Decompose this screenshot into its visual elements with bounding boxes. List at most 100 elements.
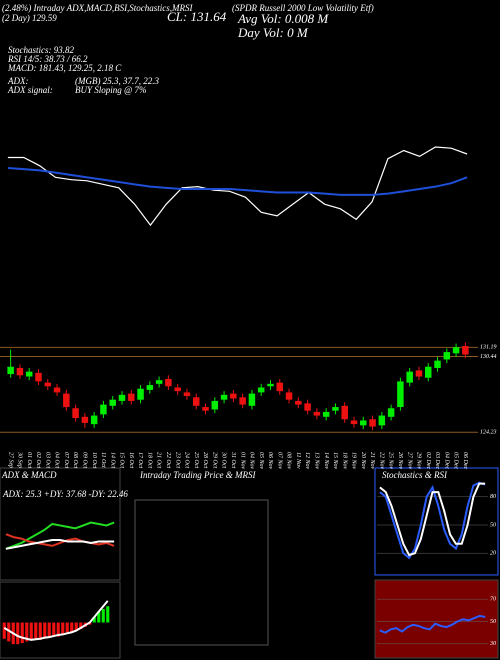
candle-body xyxy=(276,382,284,392)
x-tick-label: 04 Dec xyxy=(443,452,450,469)
x-tick-label: 15 Oct xyxy=(119,452,125,468)
x-tick-label: 14 Nov xyxy=(323,452,330,470)
x-tick-label: 25 Nov xyxy=(388,452,394,470)
x-tick-label: 18 Oct xyxy=(146,452,152,468)
x-tick-label: 29 Oct xyxy=(211,452,217,468)
candle-body xyxy=(174,387,181,392)
adx-signal-label: ADX signal: xyxy=(7,85,53,95)
candle-body xyxy=(35,372,42,382)
adx-signal: BUY Sloping @ 7% xyxy=(75,85,147,95)
series-line xyxy=(3,600,109,641)
x-tick-label: 09 Oct xyxy=(82,452,88,468)
rsi-text: RSI 14/5: 38.73 / 66.2 xyxy=(7,54,88,64)
candle-body xyxy=(146,385,154,390)
y-tick-label: 80 xyxy=(490,494,496,500)
bar xyxy=(97,611,101,623)
candle-body xyxy=(452,347,460,354)
bar xyxy=(38,622,42,640)
x-tick-label: 10 Oct xyxy=(91,452,97,468)
candle-body xyxy=(53,387,61,393)
candle-body xyxy=(100,404,107,415)
candle-body xyxy=(7,366,14,375)
candle-body xyxy=(304,403,311,411)
candle-body xyxy=(415,370,423,377)
annotation: ADX: 25.3 +DY: 37.68 -DY: 22.46 xyxy=(2,489,128,499)
macd-panel xyxy=(0,581,121,659)
candle-body xyxy=(192,397,200,406)
x-tick-label: 16 Oct xyxy=(128,452,134,468)
candle-body xyxy=(257,387,265,393)
adx-label: ADX: xyxy=(7,76,29,86)
x-tick-label: 13 Nov xyxy=(314,452,320,470)
candle-body xyxy=(443,352,451,360)
candle-body xyxy=(128,393,135,401)
y-tick-label: 70 xyxy=(490,597,496,603)
candle-body xyxy=(202,407,209,411)
candle-body xyxy=(165,378,172,387)
x-tick-label: 18 Nov xyxy=(341,452,347,470)
candle-body xyxy=(72,408,79,419)
avg-vol: Avg Vol: 0.008 M xyxy=(237,11,329,26)
series-line xyxy=(7,167,468,196)
adx-values: (MGB) 25.3, 37.7, 22.3 xyxy=(75,76,159,86)
close: CL: 131.64 xyxy=(167,9,227,24)
x-tick-label: 27 Sep xyxy=(7,452,13,468)
y-tick-label: 131.19 xyxy=(480,345,497,351)
candle-body xyxy=(322,411,330,417)
bar xyxy=(34,622,38,639)
y-tick-label: 50 xyxy=(490,522,496,528)
x-tick-label: 01 Nov xyxy=(239,452,245,470)
bar xyxy=(61,622,65,635)
bar xyxy=(92,617,96,623)
series-line xyxy=(379,614,486,634)
x-tick-label: 22 Nov xyxy=(378,452,384,470)
x-tick-label: 06 Nov xyxy=(267,452,273,470)
bar xyxy=(29,622,33,641)
bar xyxy=(70,622,74,633)
x-tick-label: 11 Oct xyxy=(100,452,106,468)
candle-body xyxy=(434,360,441,368)
x-tick-label: 02 Dec xyxy=(425,452,431,469)
candle-body xyxy=(406,371,413,383)
panel-title: ADX & MACD xyxy=(1,470,57,480)
bar xyxy=(79,622,83,629)
bar xyxy=(25,622,29,642)
x-tick-label: 31 Oct xyxy=(230,451,236,468)
candle-body xyxy=(462,345,469,355)
candle-body xyxy=(211,400,219,410)
bar xyxy=(52,622,56,637)
candle-body xyxy=(332,407,339,411)
bar xyxy=(47,622,51,638)
candle-body xyxy=(424,366,432,378)
x-tick-label: 28 Oct xyxy=(202,452,208,468)
x-tick-label: 21 Oct xyxy=(156,452,162,468)
series-line xyxy=(5,533,115,547)
y-tick-label: 130.44 xyxy=(480,353,497,360)
candle-body xyxy=(44,382,52,387)
x-tick-label: 02 Oct xyxy=(35,452,41,468)
candle-body xyxy=(387,408,395,417)
x-tick-label: 27 Nov xyxy=(406,452,412,470)
bar xyxy=(106,606,110,623)
x-tick-label: 15 Nov xyxy=(332,452,338,470)
x-tick-label: 05 Dec xyxy=(453,452,459,469)
candle-body xyxy=(285,392,293,400)
x-tick-label: 04 Oct xyxy=(54,452,61,468)
candle-body xyxy=(16,367,24,376)
candle-body xyxy=(118,394,126,401)
candle-body xyxy=(397,381,404,408)
candle-body xyxy=(369,419,376,427)
bar xyxy=(20,622,24,644)
bar xyxy=(7,622,11,642)
day-vol: Day Vol: 0 M xyxy=(237,25,309,40)
x-tick-label: 07 Oct xyxy=(63,452,69,468)
candle-body xyxy=(248,393,256,406)
x-tick-label: 01 Oct xyxy=(26,452,32,468)
bar xyxy=(56,622,60,637)
candle-body xyxy=(341,405,348,420)
x-tick-label: 26 Nov xyxy=(397,452,403,470)
x-tick-label: 06 Dec xyxy=(462,452,468,469)
bar xyxy=(65,622,69,634)
bar xyxy=(101,608,105,623)
